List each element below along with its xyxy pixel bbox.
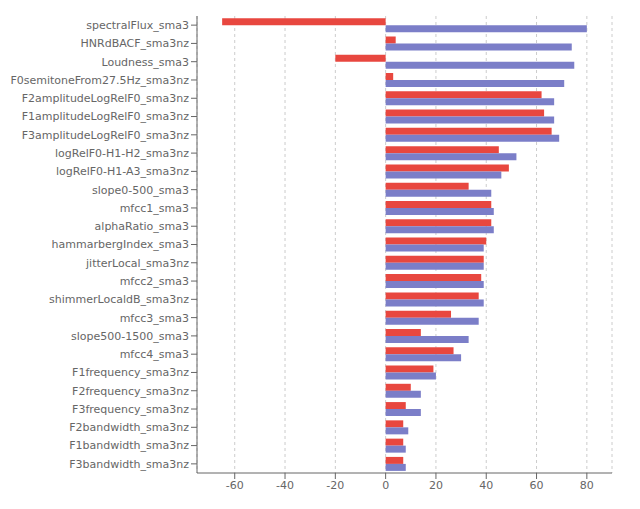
svg-text:mfcc2_sma3: mfcc2_sma3	[120, 275, 189, 288]
svg-text:-60: -60	[226, 479, 244, 492]
svg-text:0: 0	[382, 479, 389, 492]
svg-text:F0semitoneFrom27.5Hz_sma3nz: F0semitoneFrom27.5Hz_sma3nz	[10, 74, 189, 87]
svg-text:slope500-1500_sma3: slope500-1500_sma3	[71, 330, 189, 343]
svg-text:alphaRatio_sma3: alphaRatio_sma3	[95, 220, 189, 233]
svg-text:shimmerLocaldB_sma3nz: shimmerLocaldB_sma3nz	[49, 293, 189, 306]
svg-text:slope0-500_sma3: slope0-500_sma3	[92, 184, 189, 197]
svg-text:F3amplitudeLogRelF0_sma3nz: F3amplitudeLogRelF0_sma3nz	[22, 129, 190, 142]
svg-text:-20: -20	[326, 479, 344, 492]
svg-text:jitterLocal_sma3nz: jitterLocal_sma3nz	[85, 257, 189, 270]
svg-text:F3frequency_sma3nz: F3frequency_sma3nz	[72, 403, 189, 416]
svg-text:F3bandwidth_sma3nz: F3bandwidth_sma3nz	[69, 458, 189, 471]
svg-text:F1amplitudeLogRelF0_sma3nz: F1amplitudeLogRelF0_sma3nz	[22, 110, 190, 123]
svg-text:Loudness_sma3: Loudness_sma3	[101, 56, 189, 69]
svg-text:logRelF0-H1-H2_sma3nz: logRelF0-H1-H2_sma3nz	[55, 147, 189, 160]
svg-text:80: 80	[580, 479, 594, 492]
svg-text:logRelF0-H1-A3_sma3nz: logRelF0-H1-A3_sma3nz	[56, 165, 189, 178]
svg-text:20: 20	[429, 479, 443, 492]
svg-text:F2bandwidth_sma3nz: F2bandwidth_sma3nz	[69, 421, 189, 434]
svg-text:F1bandwidth_sma3nz: F1bandwidth_sma3nz	[69, 439, 189, 452]
svg-text:F1frequency_sma3nz: F1frequency_sma3nz	[72, 366, 189, 379]
svg-text:mfcc4_sma3: mfcc4_sma3	[120, 348, 189, 361]
svg-text:HNRdBACF_sma3nz: HNRdBACF_sma3nz	[81, 37, 190, 50]
svg-text:40: 40	[479, 479, 493, 492]
svg-text:F2amplitudeLogRelF0_sma3nz: F2amplitudeLogRelF0_sma3nz	[22, 92, 190, 105]
svg-text:F2frequency_sma3nz: F2frequency_sma3nz	[72, 385, 189, 398]
svg-text:mfcc1_sma3: mfcc1_sma3	[120, 202, 189, 215]
svg-text:60: 60	[530, 479, 544, 492]
svg-text:-40: -40	[276, 479, 294, 492]
svg-text:hammarbergIndex_sma3: hammarbergIndex_sma3	[52, 238, 189, 251]
svg-text:spectralFlux_sma3: spectralFlux_sma3	[86, 19, 189, 32]
svg-text:mfcc3_sma3: mfcc3_sma3	[120, 312, 189, 325]
